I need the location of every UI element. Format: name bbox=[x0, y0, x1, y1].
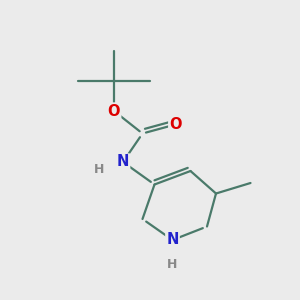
Text: N: N bbox=[166, 232, 179, 247]
Text: O: O bbox=[169, 117, 182, 132]
Text: H: H bbox=[167, 257, 178, 271]
Text: O: O bbox=[108, 103, 120, 118]
Text: N: N bbox=[117, 154, 129, 169]
Text: H: H bbox=[94, 163, 104, 176]
